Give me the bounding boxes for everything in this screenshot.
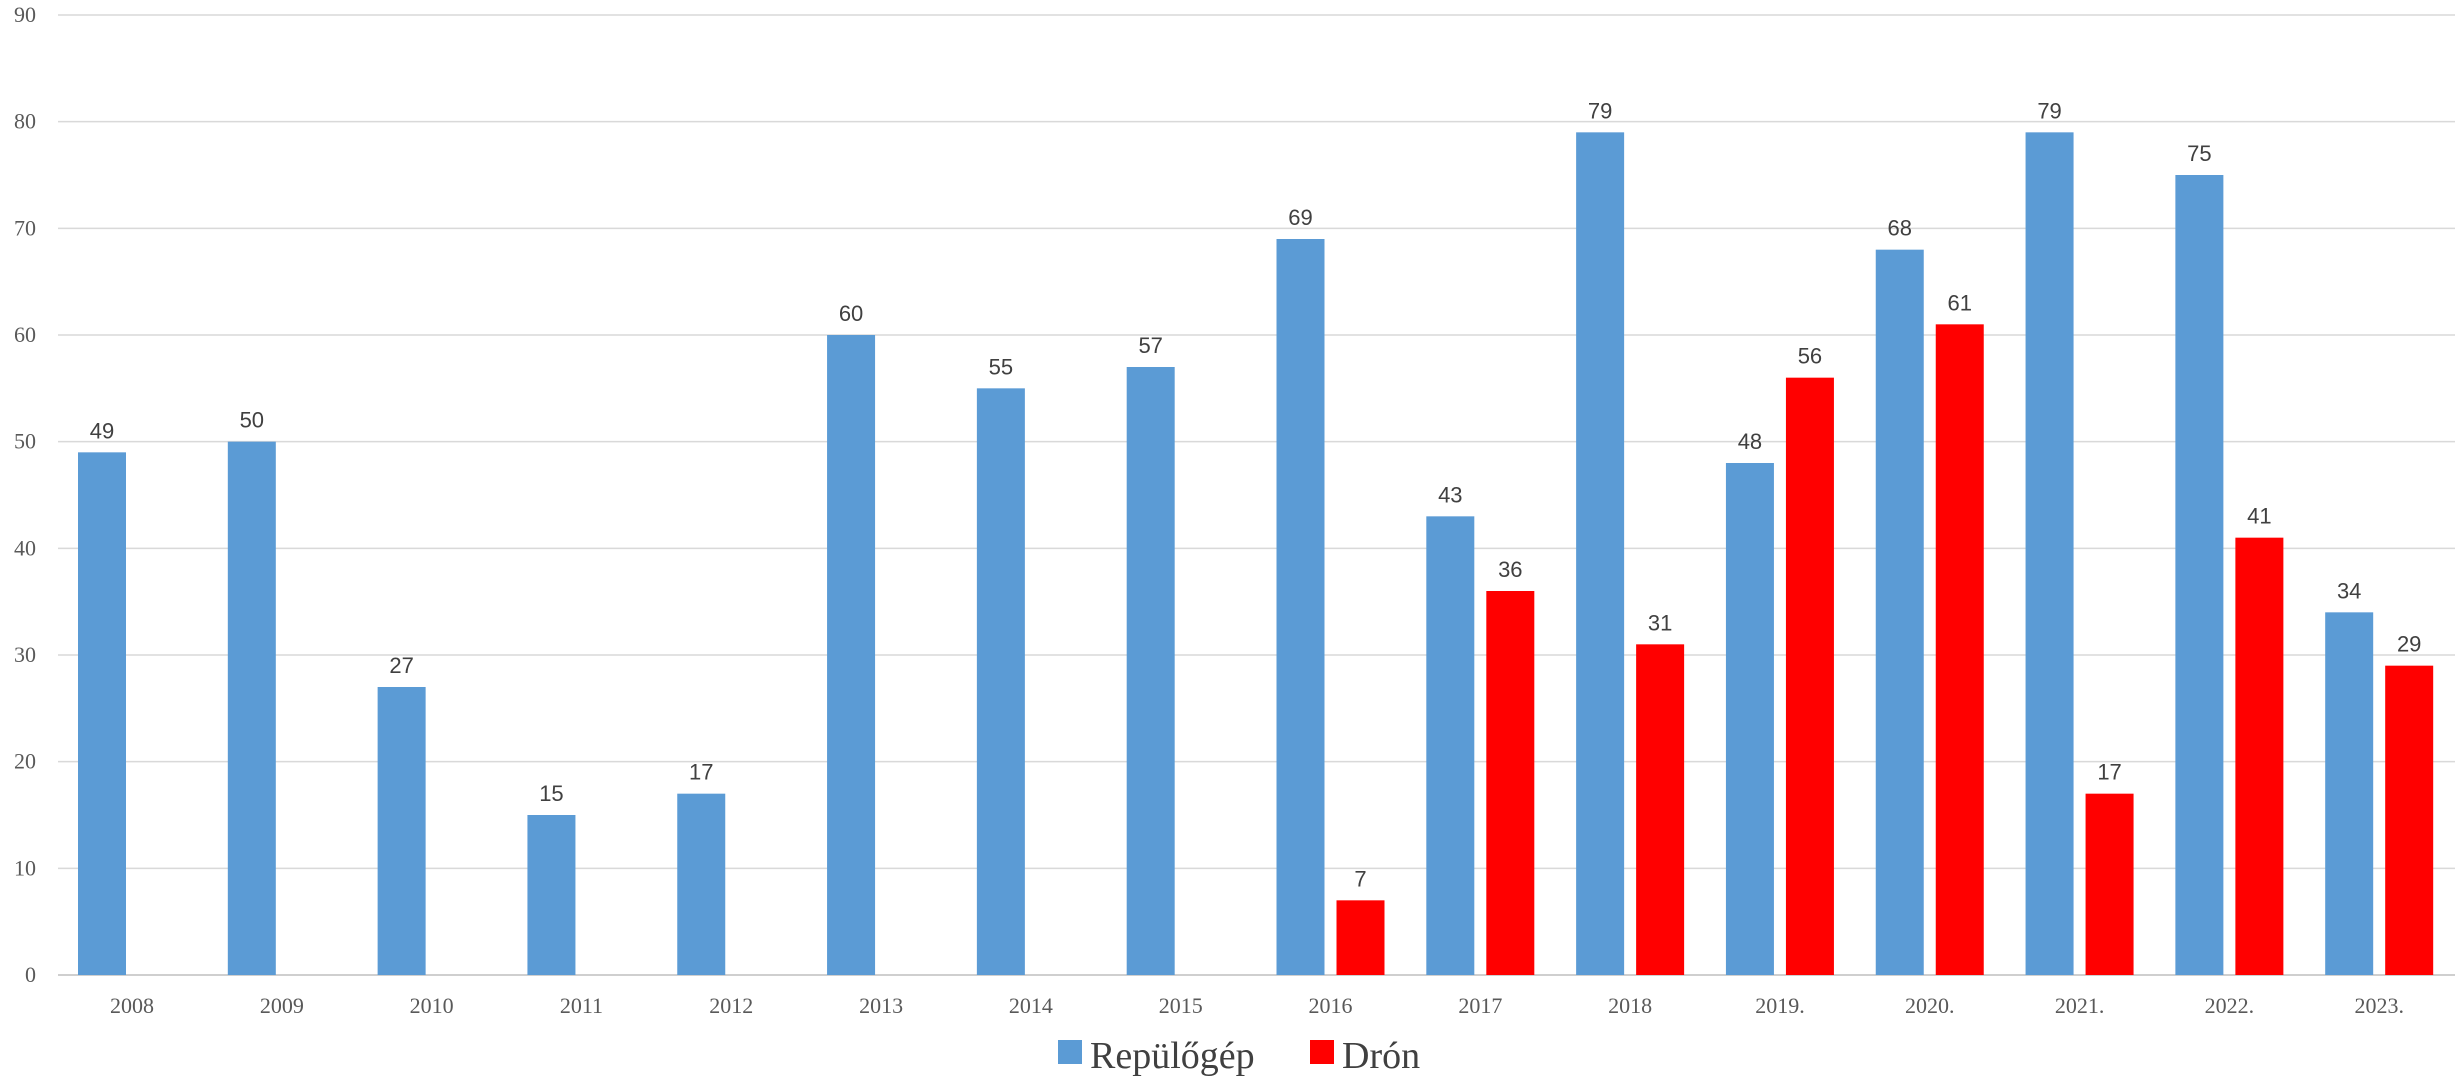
bar-series-1[interactable]: [677, 793, 726, 975]
data-label: 17: [2097, 760, 2121, 785]
y-tick-label: 0: [25, 962, 36, 987]
data-label: 61: [1948, 290, 1972, 315]
bar-series-1[interactable]: [2325, 612, 2374, 975]
data-label: 7: [1354, 866, 1366, 891]
y-tick-label: 90: [14, 2, 36, 27]
x-tick-label: 2014: [1009, 993, 1053, 1018]
bar-series-2[interactable]: [1935, 324, 1984, 975]
x-tick-label: 2023.: [2354, 993, 2404, 1018]
data-label: 17: [689, 760, 713, 785]
bar-series-2[interactable]: [2385, 665, 2434, 975]
data-label: 36: [1498, 557, 1522, 582]
bar-series-1[interactable]: [1875, 249, 1924, 975]
bar-series-1[interactable]: [78, 452, 126, 975]
x-tick-label: 2013: [859, 993, 903, 1018]
y-axis: 0 10 20 30 40 50 60 70 80 90: [14, 2, 36, 987]
x-tick-label: 2020.: [1905, 993, 1955, 1018]
legend-label[interactable]: Repülőgép: [1090, 1035, 1255, 1077]
data-label: 75: [2187, 141, 2211, 166]
bar-series-1[interactable]: [2025, 132, 2074, 976]
data-label: 79: [1588, 98, 1612, 123]
bar-series-1[interactable]: [827, 335, 876, 975]
bar-series-2[interactable]: [2085, 793, 2134, 975]
data-label: 27: [389, 653, 413, 678]
y-tick-label: 60: [14, 322, 36, 347]
bar-series-2[interactable]: [1785, 377, 1834, 976]
bar-series-1[interactable]: [227, 441, 276, 976]
x-tick-label: 2016: [1309, 993, 1353, 1018]
data-label: 56: [1798, 344, 1822, 369]
y-tick-label: 30: [14, 642, 36, 667]
y-tick-label: 70: [14, 215, 36, 240]
y-tick-label: 10: [14, 855, 36, 880]
data-label: 15: [539, 781, 563, 806]
data-label: 31: [1648, 610, 1672, 635]
x-tick-label: 2015: [1159, 993, 1203, 1018]
x-axis: 2008 2009 2010 2011 2012 2013 2014 2015 2016 2017…: [110, 993, 2404, 1018]
y-tick-label: 40: [14, 535, 36, 560]
bar-series-2[interactable]: [1636, 644, 1685, 975]
bar-series-1[interactable]: [2175, 175, 2224, 975]
x-tick-label: 2009: [260, 993, 304, 1018]
data-label: 60: [839, 301, 863, 326]
x-tick-label: 2018: [1608, 993, 1652, 1018]
data-labels: 49 50 27 15 17 60 55 57 69 7 43 36 79 31 48 56 68 61 79 17 7…: [90, 98, 2422, 891]
bar-series-1[interactable]: [377, 687, 426, 975]
data-label: 79: [2037, 98, 2061, 123]
x-tick-label: 2017: [1458, 993, 1502, 1018]
bar-series-1[interactable]: [1276, 239, 1325, 975]
bars: [78, 132, 2434, 976]
x-tick-label: 2011: [560, 993, 603, 1018]
bar-series-1[interactable]: [1576, 132, 1625, 976]
data-label: 50: [240, 408, 264, 433]
x-tick-label: 2021.: [2055, 993, 2105, 1018]
bar-series-2[interactable]: [2235, 537, 2284, 975]
legend-swatch[interactable]: [1310, 1040, 1334, 1064]
data-label: 43: [1438, 482, 1462, 507]
data-label: 55: [989, 354, 1013, 379]
x-tick-label: 2012: [709, 993, 753, 1018]
bar-series-1[interactable]: [1725, 463, 1774, 975]
x-tick-label: 2010: [410, 993, 454, 1018]
data-label: 57: [1138, 333, 1162, 358]
data-label: 69: [1288, 205, 1312, 230]
bar-series-2[interactable]: [1486, 591, 1535, 975]
x-tick-label: 2019.: [1755, 993, 1805, 1018]
bar-series-1[interactable]: [976, 388, 1025, 975]
data-label: 68: [1888, 216, 1912, 241]
data-label: 49: [90, 418, 114, 443]
y-tick-label: 20: [14, 749, 36, 774]
y-tick-label: 50: [14, 429, 36, 454]
data-label: 41: [2247, 504, 2271, 529]
legend-label[interactable]: Drón: [1342, 1035, 1420, 1077]
data-label: 48: [1738, 429, 1762, 454]
bar-series-1[interactable]: [1426, 516, 1475, 975]
bar-series-1[interactable]: [527, 815, 576, 975]
legend[interactable]: Repülőgép Drón: [1058, 1035, 1420, 1077]
legend-swatch[interactable]: [1058, 1040, 1082, 1064]
y-tick-label: 80: [14, 109, 36, 134]
data-label: 34: [2337, 578, 2361, 603]
data-label: 29: [2397, 632, 2421, 657]
bar-series-2[interactable]: [1336, 900, 1385, 975]
x-tick-label: 2022.: [2205, 993, 2255, 1018]
bar-series-1[interactable]: [1126, 367, 1175, 975]
x-tick-label: 2008: [110, 993, 154, 1018]
gridlines: [58, 14, 2455, 976]
